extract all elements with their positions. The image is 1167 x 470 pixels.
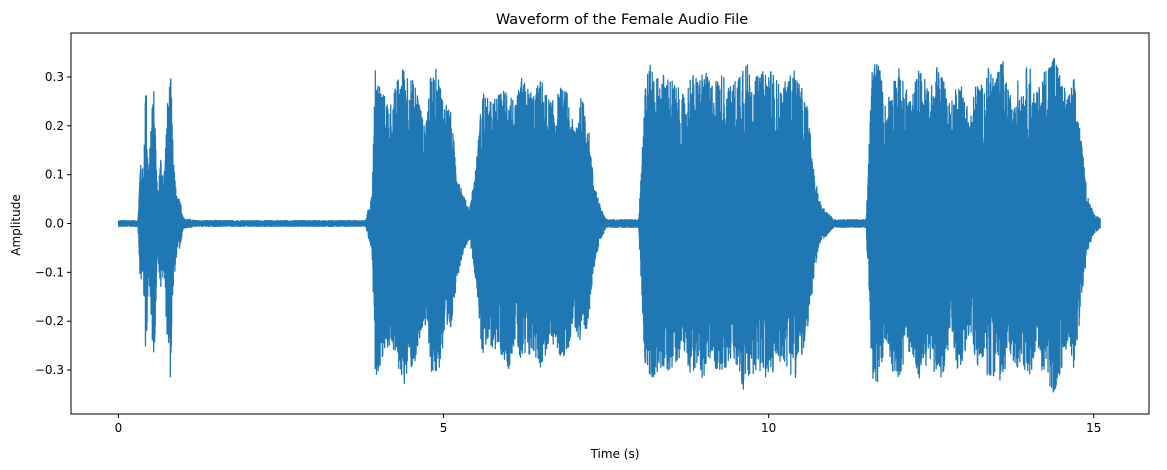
y-tick-label: 0.0 xyxy=(45,217,64,231)
y-tick-label: 0.2 xyxy=(45,119,64,133)
chart-title: Waveform of the Female Audio File xyxy=(496,12,748,28)
x-axis: 0 5 10 15 xyxy=(115,414,1101,435)
x-tick-label: 15 xyxy=(1086,421,1101,435)
y-tick-label: 0.1 xyxy=(45,168,64,182)
y-tick-label: 0.3 xyxy=(45,70,64,84)
y-axis: −0.3 −0.2 −0.1 0.0 0.1 0.2 0.3 xyxy=(35,70,71,377)
waveform-series-line xyxy=(117,58,1101,393)
y-tick-label: −0.1 xyxy=(35,265,64,279)
x-tick-label: 0 xyxy=(115,421,123,435)
y-tick-label: −0.3 xyxy=(35,363,64,377)
x-tick-label: 5 xyxy=(440,421,448,435)
x-axis-label: Time (s) xyxy=(590,447,640,461)
y-tick-label: −0.2 xyxy=(35,314,64,328)
plot-area xyxy=(117,58,1101,393)
x-tick-label: 10 xyxy=(761,421,776,435)
y-axis-label: Amplitude xyxy=(9,194,23,256)
